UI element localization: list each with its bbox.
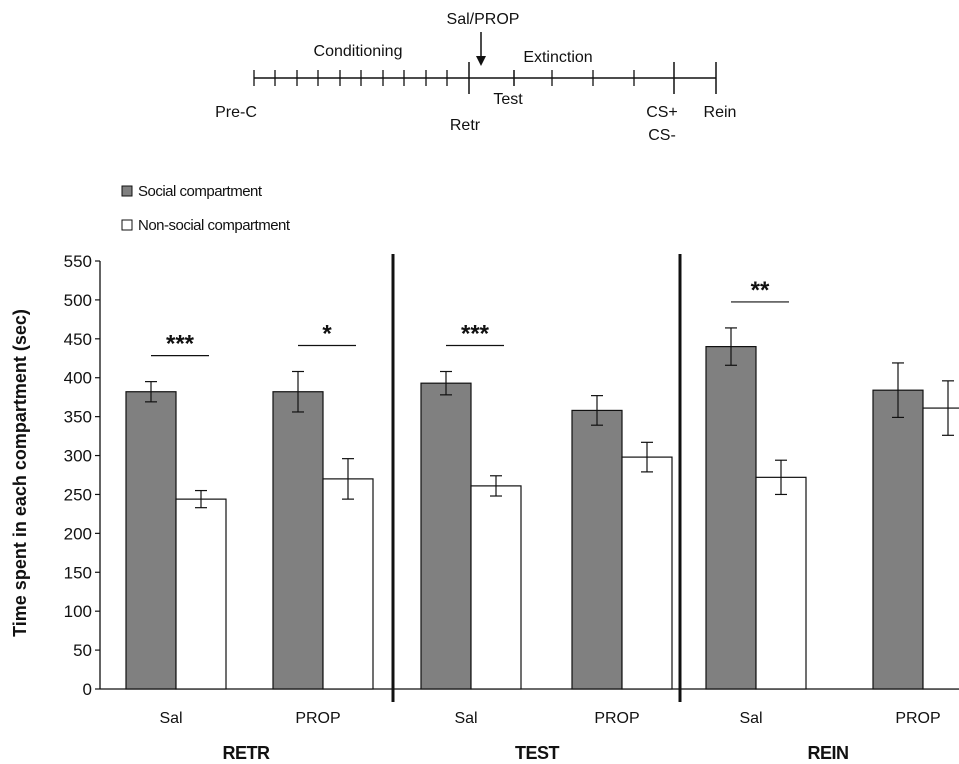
timeline-label-cs-plus: CS+ [646, 104, 678, 121]
legend: Social compartment Non-social compartmen… [121, 183, 291, 234]
timeline-label-retr: Retr [450, 117, 481, 134]
y-tick-label: 250 [64, 485, 92, 504]
bar-social [872, 389, 924, 690]
bar-social [420, 382, 472, 690]
significance-label: *** [461, 321, 490, 348]
bar-nonsocial [621, 456, 673, 690]
error-bar [641, 441, 653, 473]
bar-nonsocial [175, 498, 227, 690]
bar-nonsocial [322, 478, 374, 690]
significance-label: ** [751, 277, 770, 304]
bar-social [125, 391, 177, 690]
error-bar [440, 370, 452, 396]
y-tick-label: 450 [64, 330, 92, 349]
bar-chart: Time spent in each compartment (sec) 0 50… [10, 252, 959, 763]
y-tick-label: 400 [64, 369, 92, 388]
error-bar [775, 459, 787, 496]
bar-nonsocial [922, 407, 959, 690]
chart-panels: RETR Sal *** PROP * TEST Sal *** PROP REIN Sal ** PR… [125, 254, 959, 763]
error-bar [145, 381, 157, 403]
panel-label: REIN [807, 743, 848, 763]
significance-label: * [322, 321, 332, 348]
y-tick-label: 0 [83, 680, 92, 699]
y-tick-label: 550 [64, 252, 92, 271]
panel-test: TEST Sal *** PROP [391, 254, 673, 763]
y-tick-label: 350 [64, 408, 92, 427]
error-bar [342, 458, 354, 500]
y-tick-label: 500 [64, 291, 92, 310]
bar-social [571, 409, 623, 690]
y-tick-label: 300 [64, 447, 92, 466]
timeline-ticks [253, 62, 717, 94]
bar-social [705, 346, 757, 690]
error-bar [591, 395, 603, 426]
category-label: Sal [454, 710, 477, 727]
y-tick-label: 200 [64, 524, 92, 543]
y-tick-label: 150 [64, 563, 92, 582]
error-bar [942, 380, 954, 436]
timeline-label-conditioning: Conditioning [314, 43, 403, 60]
panel-rein: REIN Sal ** PROP [678, 254, 959, 763]
bar-nonsocial [470, 485, 522, 690]
category-label: Sal [739, 710, 762, 727]
legend-label-nonsocial: Non-social compartment [138, 217, 291, 234]
panel-retr: RETR Sal *** PROP * [125, 321, 374, 763]
y-axis: 0 50 100 150 200 250 300 350 400 450 500 550 [64, 252, 959, 699]
error-bar [195, 489, 207, 509]
bar-nonsocial [755, 476, 807, 690]
bar-social [272, 391, 324, 690]
timeline-label-pre-c: Pre-C [215, 104, 257, 121]
panel-label: TEST [515, 743, 560, 763]
timeline-label-rein: Rein [704, 104, 737, 121]
error-bar [725, 327, 737, 366]
legend-swatch-nonsocial [121, 219, 133, 231]
category-label: PROP [594, 710, 639, 727]
error-bar [892, 362, 904, 419]
significance-label: *** [166, 331, 195, 358]
legend-label-social: Social compartment [138, 183, 263, 200]
panel-label: RETR [223, 743, 271, 763]
category-label: PROP [295, 710, 340, 727]
y-tick-label: 50 [73, 641, 92, 660]
timeline: Conditioning Sal/PROP Extinction Pre-C T… [215, 11, 736, 144]
timeline-label-cs-minus: CS- [648, 127, 676, 144]
timeline-label-sal-prop: Sal/PROP [447, 11, 520, 28]
timeline-label-extinction: Extinction [523, 49, 592, 66]
error-bar [490, 475, 502, 497]
category-label: PROP [895, 710, 940, 727]
y-tick-label: 100 [64, 602, 92, 621]
timeline-label-test: Test [493, 91, 523, 108]
legend-swatch-social [121, 185, 133, 197]
timeline-arrow [476, 32, 486, 66]
y-axis-label: Time spent in each compartment (sec) [10, 309, 30, 637]
category-label: Sal [159, 710, 182, 727]
error-bar [292, 370, 304, 413]
